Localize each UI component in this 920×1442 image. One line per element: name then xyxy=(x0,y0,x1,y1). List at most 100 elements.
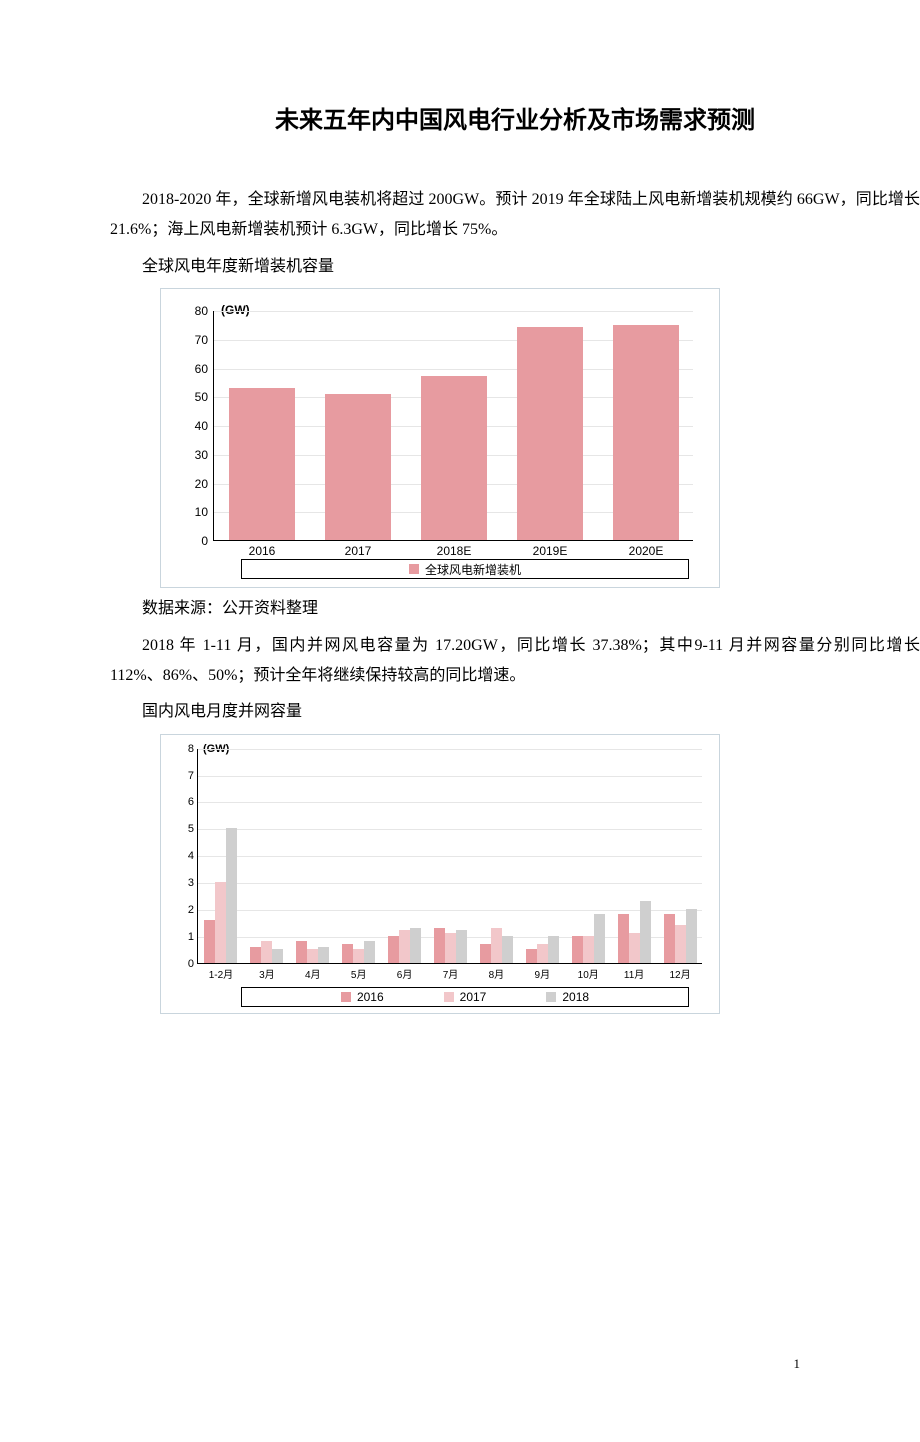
chart2-legend-item: 2016 xyxy=(341,990,384,1004)
chart2-bar xyxy=(272,949,283,962)
chart1-ytick-label: 30 xyxy=(195,448,208,462)
chart2-ytick-label: 6 xyxy=(188,796,194,808)
chart2-bar xyxy=(353,949,364,962)
chart1-bar xyxy=(325,394,391,541)
chart1-xtick-label: 2019E xyxy=(533,544,568,558)
chart2-legend-label: 2016 xyxy=(357,990,384,1004)
chart2-bar xyxy=(640,901,651,963)
chart1-legend-swatch xyxy=(409,564,419,574)
page-number: 1 xyxy=(794,1356,801,1372)
chart2-bar-group xyxy=(618,749,651,963)
chart2-bar-group xyxy=(480,749,513,963)
chart2-xtick-label: 8月 xyxy=(489,966,505,981)
chart2-legend-item: 2017 xyxy=(444,990,487,1004)
chart2-bar-group xyxy=(526,749,559,963)
chart2-bar xyxy=(318,947,329,963)
chart2-bar xyxy=(434,928,445,963)
chart2-ytick-label: 5 xyxy=(188,823,194,835)
chart1-ytick-label: 40 xyxy=(195,419,208,433)
chart2-bar xyxy=(618,914,629,962)
chart2-bar xyxy=(388,936,399,963)
chart2-ytick-label: 0 xyxy=(188,958,194,970)
chart2-bar-group xyxy=(250,749,283,963)
chart1-bar xyxy=(613,325,679,541)
chart2-bar xyxy=(307,949,318,962)
paragraph-2: 2018 年 1-11 月，国内并网风电容量为 17.20GW，同比增长 37.… xyxy=(110,631,920,692)
chart2-ytick-label: 4 xyxy=(188,850,194,862)
chart2-container: (GW) 0123456781-2月3月4月5月6月7月8月9月10月11月12… xyxy=(160,734,920,1014)
chart2-bar xyxy=(445,933,456,963)
chart2-xtick-label: 6月 xyxy=(397,966,413,981)
chart2-legend-label: 2017 xyxy=(460,990,487,1004)
chart1-ytick-label: 80 xyxy=(195,304,208,318)
chart1-bar xyxy=(421,376,487,540)
chart1-container: (GW) 01020304050607080201620172018E2019E… xyxy=(160,288,920,588)
paragraph-intro: 2018-2020 年，全球新增风电装机将超过 200GW。预计 2019 年全… xyxy=(110,185,920,246)
chart1-legend: 全球风电新增装机 xyxy=(241,559,689,579)
chart2-ytick-label: 1 xyxy=(188,931,194,943)
chart1: (GW) 01020304050607080201620172018E2019E… xyxy=(160,288,720,588)
chart1-plot-area: 01020304050607080201620172018E2019E2020E xyxy=(213,311,693,541)
chart1-ytick-label: 50 xyxy=(195,390,208,404)
chart1-ytick-label: 70 xyxy=(195,333,208,347)
chart2-bar-group xyxy=(664,749,697,963)
chart2-bar-group xyxy=(572,749,605,963)
chart2-bar-group xyxy=(388,749,421,963)
chart2-bar xyxy=(215,882,226,963)
chart1-xtick-label: 2018E xyxy=(437,544,472,558)
chart2-xtick-label: 12月 xyxy=(669,966,690,981)
chart2-ytick-label: 7 xyxy=(188,770,194,782)
chart2-bar xyxy=(296,941,307,963)
chart2-bar xyxy=(491,928,502,963)
chart2-bar xyxy=(594,914,605,962)
chart1-legend-label: 全球风电新增装机 xyxy=(425,561,521,578)
chart2-bar xyxy=(364,941,375,963)
chart2-bar xyxy=(629,933,640,963)
chart2-ytick-label: 3 xyxy=(188,877,194,889)
chart1-gridline xyxy=(214,311,693,312)
chart2-bar-group xyxy=(204,749,237,963)
chart2-ytick-label: 8 xyxy=(188,743,194,755)
chart2-bar xyxy=(502,936,513,963)
chart1-caption: 全球风电年度新增装机容量 xyxy=(110,252,920,282)
chart1-ytick-label: 20 xyxy=(195,477,208,491)
chart2-bar-group xyxy=(342,749,375,963)
chart2-bar xyxy=(675,925,686,963)
chart2-bar xyxy=(261,941,272,963)
document-title: 未来五年内中国风电行业分析及市场需求预测 xyxy=(110,100,920,135)
chart2-bar xyxy=(526,949,537,962)
chart2-bar xyxy=(226,828,237,962)
chart2-xtick-label: 9月 xyxy=(535,966,551,981)
chart2-bar xyxy=(250,947,261,963)
chart2-xtick-label: 5月 xyxy=(351,966,367,981)
chart2-plot-area: 0123456781-2月3月4月5月6月7月8月9月10月11月12月 xyxy=(197,749,702,964)
chart2-bar xyxy=(456,930,467,962)
chart2-bar xyxy=(410,928,421,963)
chart2-caption: 国内风电月度并网容量 xyxy=(110,697,920,727)
chart2-xtick-label: 10月 xyxy=(578,966,599,981)
chart2: (GW) 0123456781-2月3月4月5月6月7月8月9月10月11月12… xyxy=(160,734,720,1014)
chart2-bar xyxy=(480,944,491,963)
chart2-xtick-label: 7月 xyxy=(443,966,459,981)
chart2-bar xyxy=(664,914,675,962)
chart2-ytick-label: 2 xyxy=(188,904,194,916)
chart2-bar xyxy=(583,936,594,963)
chart2-legend-swatch xyxy=(546,992,556,1002)
chart2-legend-label: 2018 xyxy=(562,990,589,1004)
chart2-xtick-label: 4月 xyxy=(305,966,321,981)
chart1-bar xyxy=(517,327,583,540)
chart2-bar xyxy=(204,920,215,963)
chart2-xtick-label: 11月 xyxy=(624,966,644,981)
chart2-bar xyxy=(572,936,583,963)
chart2-bar-group xyxy=(434,749,467,963)
chart1-xtick-label: 2017 xyxy=(345,544,372,558)
chart2-bar xyxy=(537,944,548,963)
chart2-bar xyxy=(686,909,697,963)
chart1-xtick-label: 2020E xyxy=(629,544,664,558)
chart2-xtick-label: 3月 xyxy=(259,966,275,981)
chart2-legend-item: 2018 xyxy=(546,990,589,1004)
chart1-ytick-label: 60 xyxy=(195,362,208,376)
chart2-xtick-label: 1-2月 xyxy=(209,966,233,981)
chart2-bar-group xyxy=(296,749,329,963)
chart1-ytick-label: 10 xyxy=(195,505,208,519)
